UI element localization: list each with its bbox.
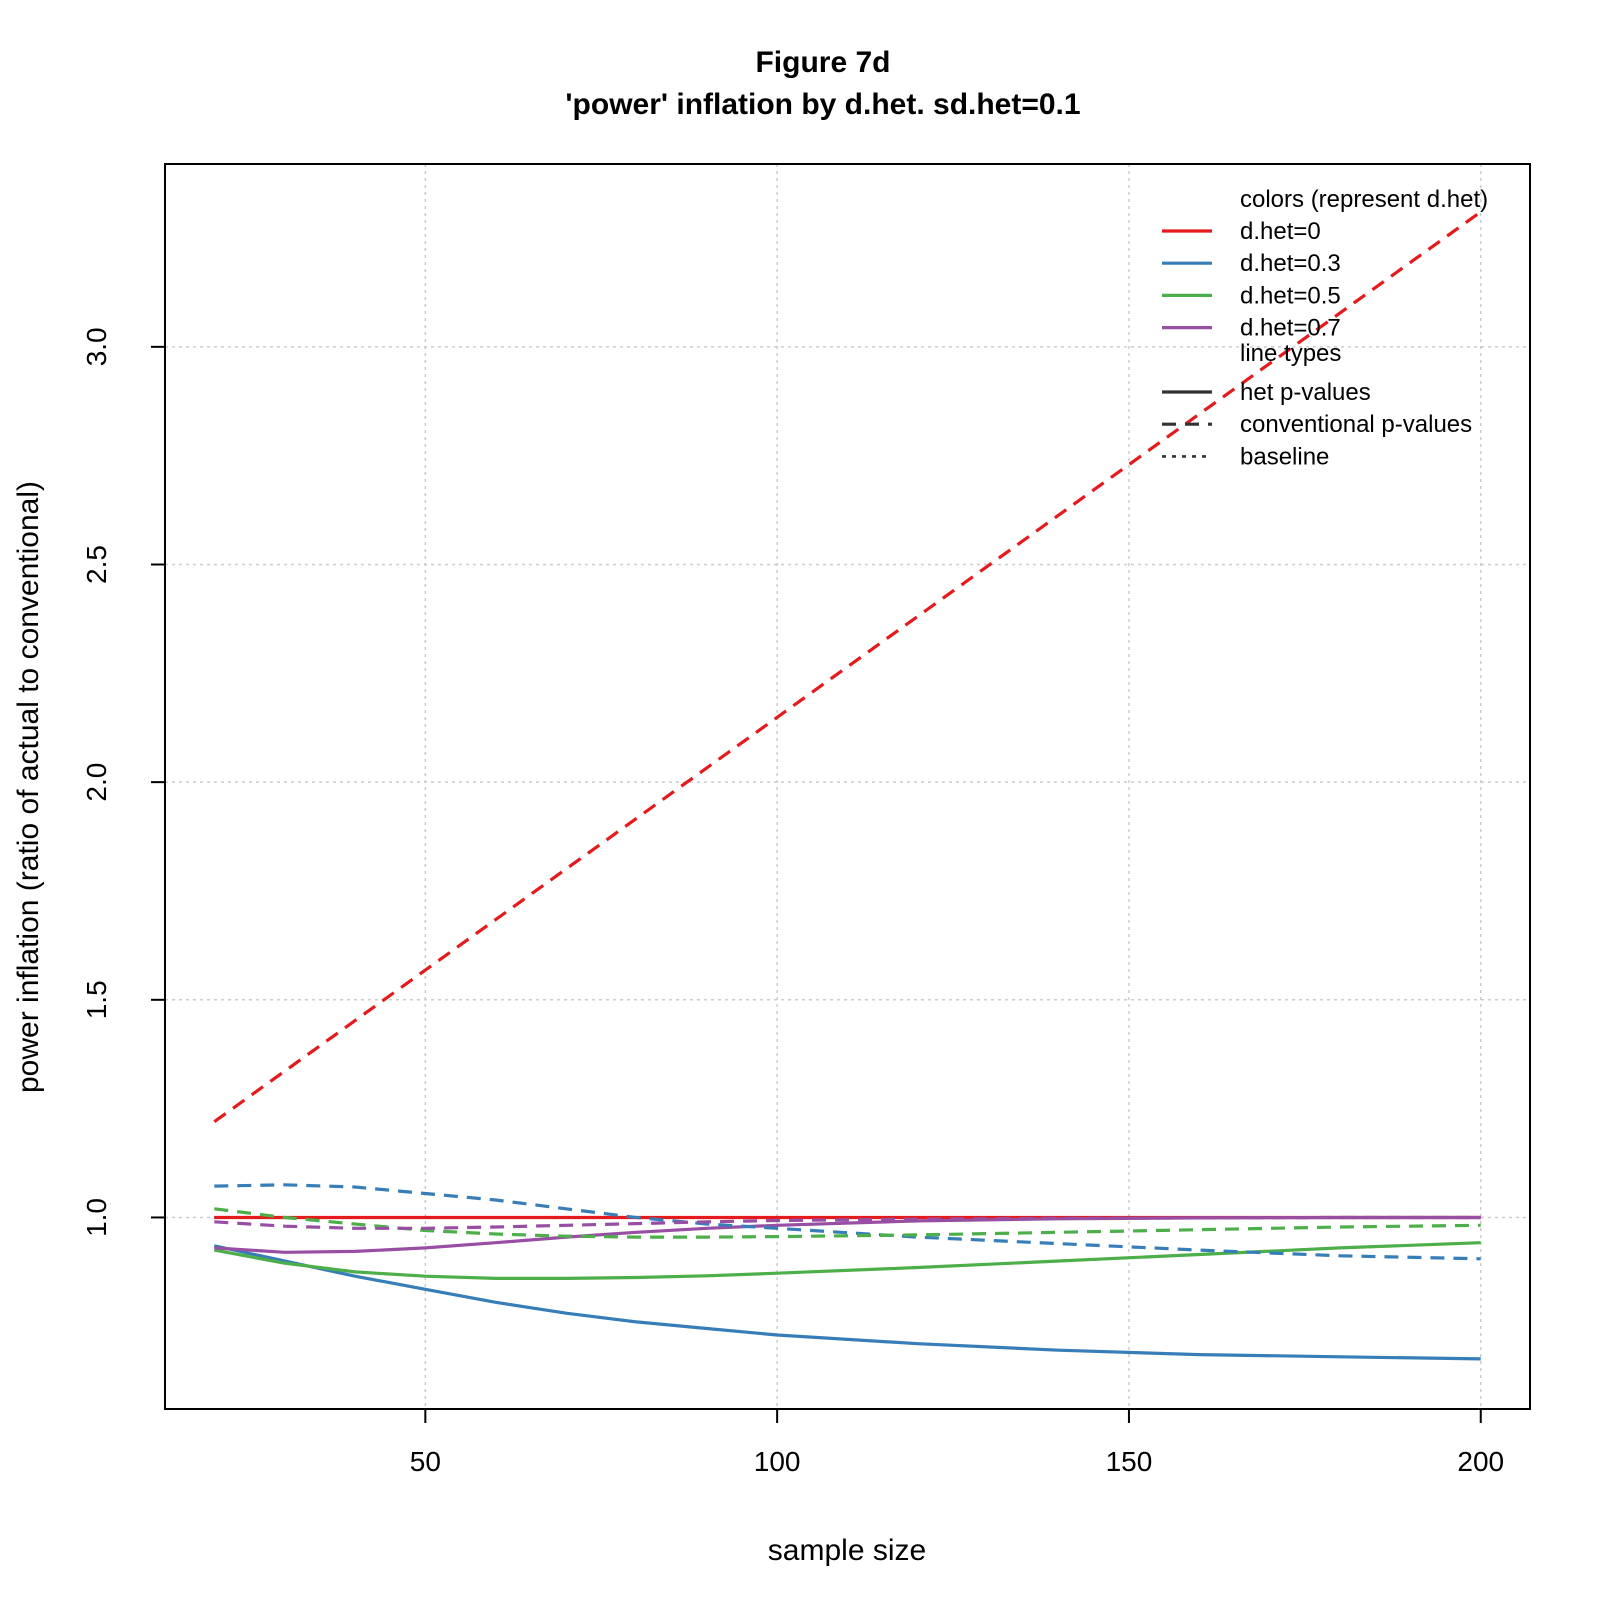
x-tick-label: 200 — [1457, 1446, 1504, 1477]
legend: colors (represent d.het) line types d.he… — [1162, 186, 1488, 470]
x-tick-label: 150 — [1106, 1446, 1153, 1477]
legend-label: baseline — [1240, 443, 1329, 470]
series-line-d-het-0-3-solid — [213, 1244, 1481, 1361]
y-axis-label: power inflation (ratio of actual to conv… — [12, 481, 45, 1093]
x-tick-label: 100 — [754, 1446, 801, 1477]
y-tick-label: 2.0 — [81, 763, 112, 802]
series-layer — [213, 210, 1482, 1361]
legend-label: d.het=0 — [1240, 218, 1321, 245]
legend-label: conventional p-values — [1240, 411, 1472, 438]
legend-label: d.het=0.5 — [1240, 282, 1341, 309]
chart-title: Figure 7d — [755, 46, 890, 79]
x-axis: 50 100 150 200 — [410, 1409, 1504, 1477]
plot-frame — [164, 163, 1531, 1410]
y-axis: 1.0 1.5 2.0 2.5 3.0 — [81, 327, 165, 1237]
series-line-d-het-0-dashed — [213, 210, 1482, 1123]
y-tick-label: 1.5 — [81, 980, 112, 1019]
series-line-d-het-0-5-solid — [214, 1241, 1481, 1281]
legend-label: d.het=0.3 — [1240, 250, 1341, 277]
x-tick-label: 50 — [410, 1446, 441, 1477]
y-tick-label: 1.0 — [81, 1198, 112, 1237]
legend-label: d.het=0.7 — [1240, 315, 1341, 342]
series-line-d-het-0-7-solid — [214, 1215, 1481, 1254]
legend-colors-header: colors (represent d.het) — [1240, 186, 1488, 213]
legend-label: het p-values — [1240, 379, 1371, 406]
y-tick-label: 3.0 — [81, 327, 112, 366]
chart-subtitle: 'power' inflation by d.het. sd.het=0.1 — [565, 88, 1080, 121]
legend-linetypes-header: line types — [1240, 340, 1341, 367]
x-axis-label: sample size — [768, 1534, 926, 1567]
grid — [165, 164, 1530, 1409]
y-tick-label: 2.5 — [81, 545, 112, 584]
